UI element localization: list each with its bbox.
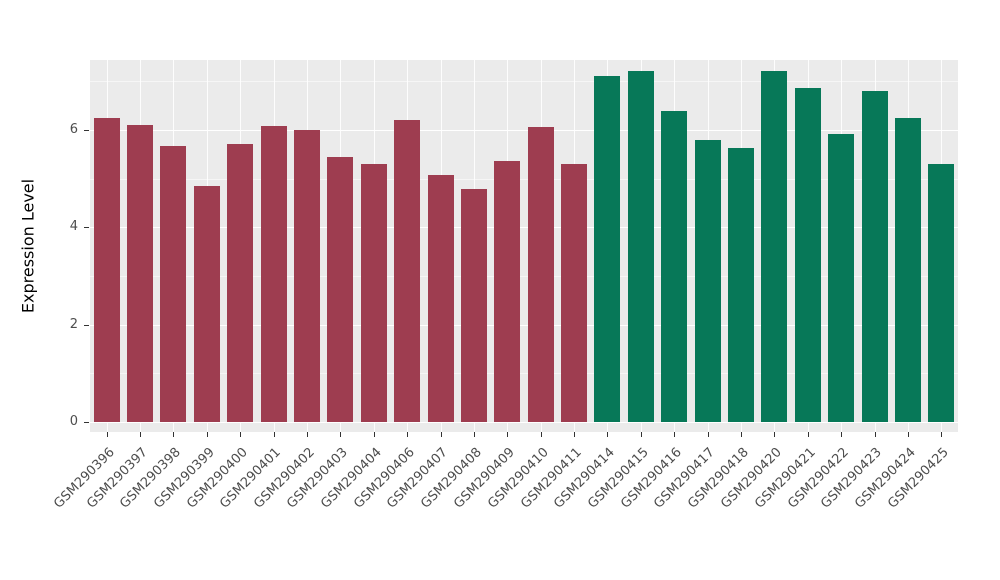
x-tick-mark [340, 432, 342, 437]
y-tick-label: 4 [69, 219, 78, 235]
x-tick-mark [574, 432, 576, 437]
x-tick-mark [473, 432, 475, 437]
bar-GSM290425 [928, 163, 955, 422]
minor-gridline [90, 81, 958, 83]
x-tick-mark [440, 432, 442, 437]
bar-GSM290404 [360, 163, 387, 422]
x-tick-mark [373, 432, 375, 437]
y-tick-label: 2 [69, 316, 78, 332]
y-tick-mark [84, 129, 89, 131]
bar-GSM290421 [794, 88, 821, 422]
x-axis-labels: GSM290396 GSM290397 GSM290398 GSM290399 GSM2… [51, 445, 958, 565]
minor-gridline [90, 373, 958, 375]
x-tick-mark [941, 432, 943, 437]
bar-GSM290415 [627, 71, 654, 422]
x-tick-mark [841, 432, 843, 437]
bar-GSM290417 [694, 139, 721, 422]
bar-GSM290414 [594, 76, 621, 422]
bar-GSM290422 [828, 133, 855, 422]
major-gridline [90, 227, 958, 229]
y-tick-mark [84, 422, 89, 423]
x-tick-mark [273, 432, 275, 437]
x-tick-mark [907, 432, 909, 437]
bar-GSM290399 [193, 185, 220, 422]
bar-GSM290403 [327, 156, 354, 422]
bar-GSM290401 [260, 125, 287, 422]
bar-GSM290398 [160, 145, 187, 422]
bar-GSM290420 [761, 71, 788, 422]
x-tick-mark [206, 432, 208, 437]
y-tick-label: 6 [69, 121, 78, 137]
x-tick-mark [640, 432, 642, 437]
x-tick-mark [707, 432, 709, 437]
x-tick-mark [240, 432, 242, 437]
minor-gridline [90, 275, 958, 277]
major-gridline [90, 422, 958, 423]
x-tick-mark [307, 432, 308, 437]
x-tick-mark [540, 432, 542, 437]
bar-GSM290400 [227, 144, 254, 422]
x-tick-mark [106, 432, 108, 437]
bar-GSM290406 [394, 120, 421, 422]
y-tick-label: 0 [69, 414, 78, 429]
minor-gridline [90, 178, 958, 180]
x-tick-mark [774, 432, 776, 437]
major-gridline [90, 324, 958, 326]
plot-panel [90, 60, 958, 432]
bar-GSM290410 [527, 126, 554, 422]
bar-GSM290424 [894, 117, 921, 422]
bar-GSM290396 [93, 117, 120, 422]
y-tick-mark [84, 324, 89, 326]
bar-GSM290397 [127, 124, 154, 422]
y-axis-title: Expression Level [18, 178, 38, 314]
x-tick-mark [140, 432, 142, 437]
bar-GSM290418 [727, 148, 754, 422]
bar-GSM290402 [293, 129, 320, 422]
x-tick-mark [807, 432, 809, 437]
major-gridline [90, 129, 958, 131]
bar-GSM290409 [494, 161, 521, 422]
bar-GSM290411 [561, 163, 588, 422]
x-tick-mark [741, 432, 742, 437]
y-tick-mark [84, 227, 89, 229]
bar-GSM290423 [861, 90, 888, 422]
x-tick-mark [407, 432, 409, 437]
bar-GSM290416 [661, 111, 688, 422]
x-tick-mark [874, 432, 876, 437]
bar-GSM290407 [427, 174, 454, 422]
x-tick-mark [507, 432, 509, 437]
x-tick-mark [674, 432, 676, 437]
x-tick-mark [607, 432, 609, 437]
x-tick-mark [173, 432, 175, 437]
bar-GSM290408 [460, 189, 487, 422]
